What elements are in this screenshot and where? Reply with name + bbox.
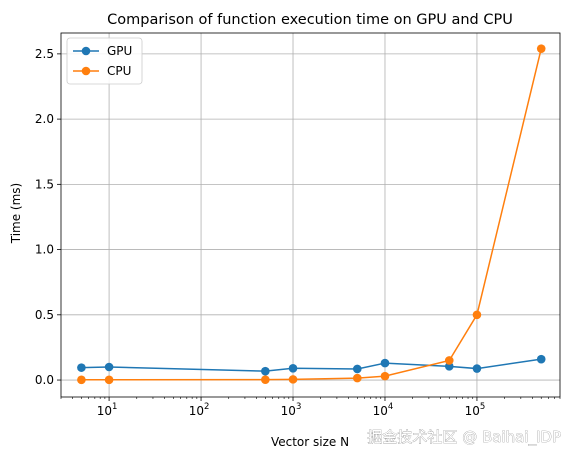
plot-frame [60, 32, 561, 398]
x-tick-base: 10 [373, 404, 388, 418]
data-point [380, 358, 390, 368]
data-point [472, 364, 482, 373]
data-point [352, 364, 362, 374]
x-tick-base: 10 [281, 404, 296, 418]
series-gpu [77, 354, 546, 376]
y-tick-label: 0.0 [35, 373, 54, 387]
data-point [261, 375, 270, 384]
data-point [77, 375, 86, 385]
data-point [77, 363, 86, 372]
legend: GPU CPU [66, 37, 143, 85]
x-tick-label: 102 [189, 402, 210, 418]
series-layer [77, 44, 546, 385]
grid [61, 33, 560, 397]
legend-swatch-marker [81, 46, 91, 56]
x-tick-label: 104 [373, 402, 394, 418]
x-axis-label: Vector size N [271, 435, 349, 449]
data-point [288, 375, 298, 384]
x-tick-label: 101 [97, 402, 118, 418]
x-tick-base: 10 [465, 404, 480, 418]
y-tick-label: 1.5 [35, 177, 54, 191]
data-point [536, 44, 546, 53]
x-tick-label: 105 [465, 402, 486, 418]
chart-title: Comparison of function execution time on… [107, 12, 513, 28]
y-tick-label: 0.5 [35, 308, 54, 322]
y-tick-label: 2.5 [35, 47, 54, 61]
y-axis-label: Time (ms) [9, 183, 23, 245]
data-point [536, 354, 546, 364]
x-tick-base: 10 [97, 404, 112, 418]
legend-swatch-marker [81, 66, 91, 76]
y-tick-label: 2.0 [35, 112, 54, 126]
x-tick-exponent: 3 [296, 402, 301, 412]
legend-label: GPU [107, 44, 132, 58]
x-tick-exponent: 1 [112, 402, 117, 412]
x-tick-base: 10 [189, 404, 204, 418]
data-point [352, 373, 362, 383]
x-tick-exponent: 4 [388, 402, 393, 412]
series-cpu [77, 44, 546, 385]
data-point [380, 371, 390, 381]
data-point [444, 356, 454, 365]
x-tick-exponent: 5 [480, 402, 485, 412]
legend-label: CPU [107, 64, 131, 78]
data-point [104, 375, 114, 385]
data-point [288, 363, 298, 373]
watermark: 掘金技术社区 @ Baihai_IDP [367, 428, 561, 447]
data-point [104, 362, 114, 372]
y-tick-label: 1.0 [35, 243, 54, 257]
data-point [261, 366, 270, 376]
x-tick-exponent: 2 [204, 402, 209, 412]
data-point [472, 310, 482, 320]
x-tick-label: 103 [281, 402, 302, 418]
